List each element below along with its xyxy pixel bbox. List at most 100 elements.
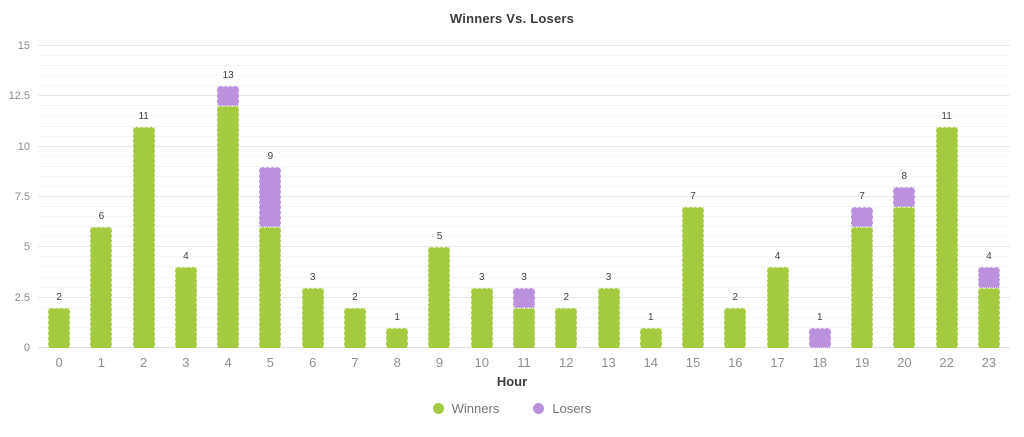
x-axis-tick-label: 5 [266,355,275,370]
bar-value-label: 1 [647,311,654,323]
winners-bar-segment[interactable] [893,207,916,348]
bar-value-label: 13 [222,70,234,82]
losers-bar-segment[interactable] [259,166,282,228]
losers-bar-segment[interactable] [808,327,831,348]
x-axis-tick-label: 22 [939,355,954,370]
x-axis-tick-label: 18 [812,355,828,370]
x-axis-tick-label: 13 [601,355,616,370]
bar-value-label: 4 [774,251,781,263]
bar-stack [217,86,240,348]
winners-bar-segment[interactable] [174,267,197,348]
bar-column: 3 11 [503,46,545,370]
bar-value-label: 7 [690,191,696,203]
winners-bar-segment[interactable] [386,327,409,348]
bar-value-label: 2 [352,291,358,303]
bar-value-label: 2 [563,291,570,303]
winners-bar-segment[interactable] [217,106,240,348]
y-axis-tick-label: 12.5 [8,90,30,103]
bar-column: 7 19 [841,46,883,370]
winners-bar-segment[interactable] [555,307,578,348]
bar-column: 1 18 [799,46,841,370]
y-axis-tick-label: 10 [17,140,30,153]
bar-stack [851,207,874,348]
bar-value-label: 3 [605,271,612,283]
y-axis-tick-label: 2.5 [14,291,30,304]
losers-legend-dot-icon [533,403,545,414]
winners-bar-segment[interactable] [90,227,113,348]
bar-stack [682,207,705,348]
bar-value-label: 2 [56,291,62,303]
y-axis-tick-label: 7.5 [14,191,30,203]
bar-value-label: 2 [732,291,739,303]
winners-bar-segment[interactable] [428,247,451,348]
chart-title: Winners Vs. Losers [449,11,575,26]
x-axis-tick-label: 10 [474,355,489,370]
bar-column: 8 20 [883,46,925,370]
bar-stack [132,126,155,348]
legend-item-losers[interactable]: Losers [533,401,591,416]
losers-bar-segment[interactable] [893,186,916,208]
losers-bar-segment[interactable] [512,287,535,308]
winners-legend-label: Winners [451,401,500,416]
bar-stack [766,267,789,348]
bar-stack [48,307,71,348]
bar-stack [428,247,451,348]
bar-stack [893,186,916,348]
x-axis-tick-label: 17 [770,355,785,370]
bar-column: 13 4 [207,46,249,370]
winners-bar-segment[interactable] [470,287,493,348]
bar-value-label: 7 [859,191,865,203]
bar-stack [935,126,958,348]
winners-bar-segment[interactable] [259,227,282,348]
bar-column: 4 17 [756,46,798,370]
bar-value-label: 6 [98,211,105,223]
winners-bar-segment[interactable] [851,227,874,348]
winners-bar-segment[interactable] [935,126,958,348]
y-axis-tick-label: 0 [23,342,30,354]
x-axis-tick-label: 15 [685,355,701,370]
bar-value-label: 1 [817,311,823,323]
bar-column: 7 15 [672,46,714,370]
bar-stack [639,327,662,348]
x-axis-tick-label: 6 [309,355,317,370]
losers-bar-segment[interactable] [217,86,240,107]
x-axis-tick-label: 14 [643,355,658,370]
winners-bar-segment[interactable] [132,126,155,348]
x-axis-tick-label: 23 [981,355,997,370]
winners-bar-segment[interactable] [766,267,789,348]
winners-bar-segment[interactable] [597,287,620,348]
bar-column: 2 12 [545,46,587,370]
winners-bar-segment[interactable] [301,287,324,348]
bar-column: 11 22 [925,46,967,370]
bar-value-label: 9 [267,150,274,162]
winners-bar-segment[interactable] [343,307,366,348]
bar-column: 3 10 [461,46,503,370]
bar-column: 2 16 [714,46,756,370]
winners-bar-segment[interactable] [512,307,535,348]
bar-stack [386,327,409,348]
winners-bar-segment[interactable] [977,287,1000,348]
bar-stack [470,287,493,348]
bar-stack [597,287,620,348]
winners-bar-segment[interactable] [682,207,705,348]
plot-area: 0 2.5 5 7.5 10 12.5 15 2 0 6 1 11 2 4 3 13 4 9 5 3 6 2 7 1 8 5 9 3 1… [9,40,1010,370]
x-axis-tick-label: 1 [97,355,105,370]
losers-bar-segment[interactable] [977,267,1000,288]
winners-bar-segment[interactable] [724,307,747,348]
bar-stack [301,287,324,348]
legend-item-winners[interactable]: Winners [432,401,500,416]
losers-bar-segment[interactable] [851,207,874,228]
winners-bar-segment[interactable] [639,327,662,348]
bar-stack [512,287,535,348]
winners-bar-segment[interactable] [48,307,71,348]
bar-stack [808,327,831,348]
